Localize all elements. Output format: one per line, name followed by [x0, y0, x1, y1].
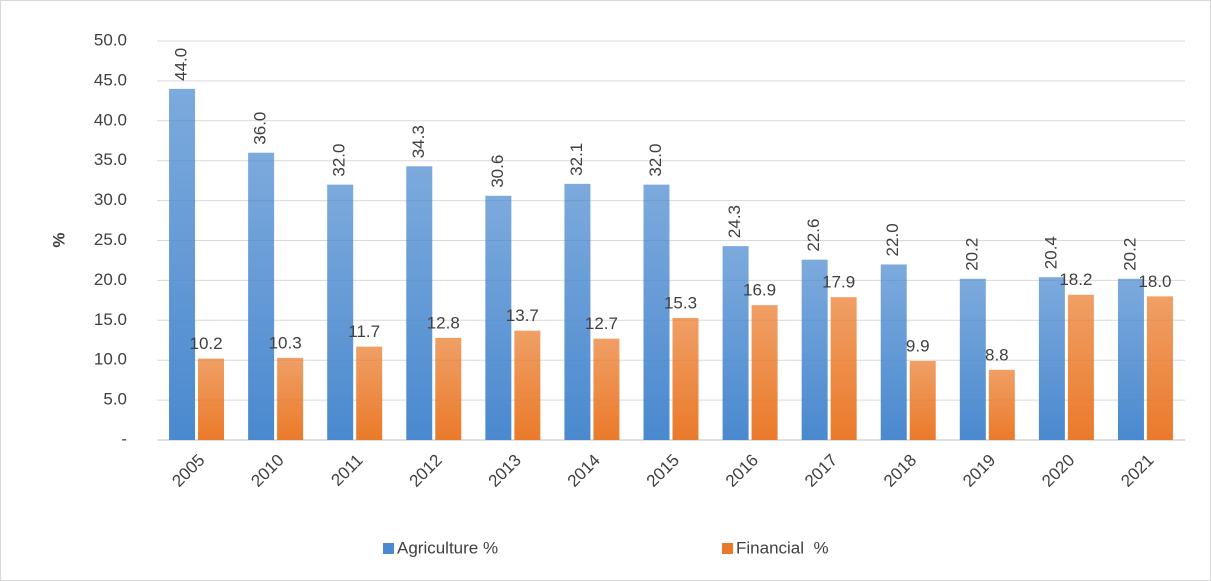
y-axis-label: %	[49, 232, 68, 247]
data-label: 44.0	[172, 48, 191, 81]
y-tick-label: 5.0	[103, 390, 127, 409]
bar	[593, 338, 620, 440]
bar	[169, 88, 196, 440]
data-label: 10.2	[189, 334, 222, 353]
bar	[1146, 296, 1173, 440]
bar	[564, 183, 591, 441]
data-label: 12.7	[585, 314, 618, 333]
y-tick-label: 10.0	[94, 350, 127, 369]
bar	[959, 278, 986, 440]
data-label: 32.0	[330, 144, 349, 177]
data-label: 32.1	[567, 143, 586, 176]
bar	[830, 297, 857, 440]
data-label: 32.0	[646, 144, 665, 177]
bar	[485, 195, 512, 440]
bar	[751, 305, 778, 440]
data-label: 18.0	[1138, 272, 1171, 291]
y-tick-label: 30.0	[94, 190, 127, 209]
data-label: 34.3	[409, 125, 428, 158]
data-label: 18.2	[1059, 270, 1092, 289]
data-label: 13.7	[506, 306, 539, 325]
data-label: 20.2	[962, 238, 981, 271]
data-label: 11.7	[348, 322, 380, 341]
y-tick-label: 15.0	[94, 310, 127, 329]
bar	[248, 152, 275, 440]
bar	[435, 337, 462, 440]
data-label: 17.9	[822, 273, 855, 292]
data-label: 36.0	[251, 112, 270, 145]
bar	[327, 184, 354, 440]
y-tick-label: 50.0	[94, 30, 127, 49]
bar	[514, 330, 541, 440]
y-tick-label: 35.0	[94, 150, 127, 169]
bar	[880, 264, 907, 440]
bar	[277, 357, 304, 440]
y-tick-label: 45.0	[94, 70, 127, 89]
data-label: 10.3	[269, 333, 302, 352]
legend-label: Agriculture %	[397, 538, 498, 557]
data-label: 24.3	[725, 205, 744, 238]
data-label: 12.8	[427, 313, 460, 332]
y-tick-label: 25.0	[94, 230, 127, 249]
data-label: 16.9	[743, 281, 776, 300]
bar	[1067, 294, 1094, 440]
data-label: 8.8	[985, 345, 1009, 364]
bar	[356, 346, 383, 440]
y-tick-label: -	[121, 429, 127, 448]
data-label: 20.4	[1041, 236, 1060, 269]
data-label: 15.3	[664, 293, 697, 312]
data-label: 30.6	[488, 155, 507, 188]
data-label: 22.0	[883, 223, 902, 256]
data-label: 20.2	[1120, 238, 1139, 271]
y-tick-label: 20.0	[94, 270, 127, 289]
bar	[988, 369, 1015, 440]
bar	[1038, 277, 1065, 440]
bar	[909, 360, 936, 440]
bar	[801, 259, 828, 440]
bar	[406, 166, 433, 440]
legend-label: Financial %	[736, 538, 829, 557]
bar	[198, 358, 225, 440]
legend-swatch	[383, 543, 394, 554]
legend-swatch	[722, 543, 733, 554]
bar	[672, 317, 699, 440]
bar	[643, 184, 670, 440]
bar	[722, 246, 749, 440]
data-label: 9.9	[906, 336, 930, 355]
data-label: 22.6	[804, 219, 823, 252]
bar	[1117, 278, 1144, 440]
y-tick-label: 40.0	[94, 110, 127, 129]
